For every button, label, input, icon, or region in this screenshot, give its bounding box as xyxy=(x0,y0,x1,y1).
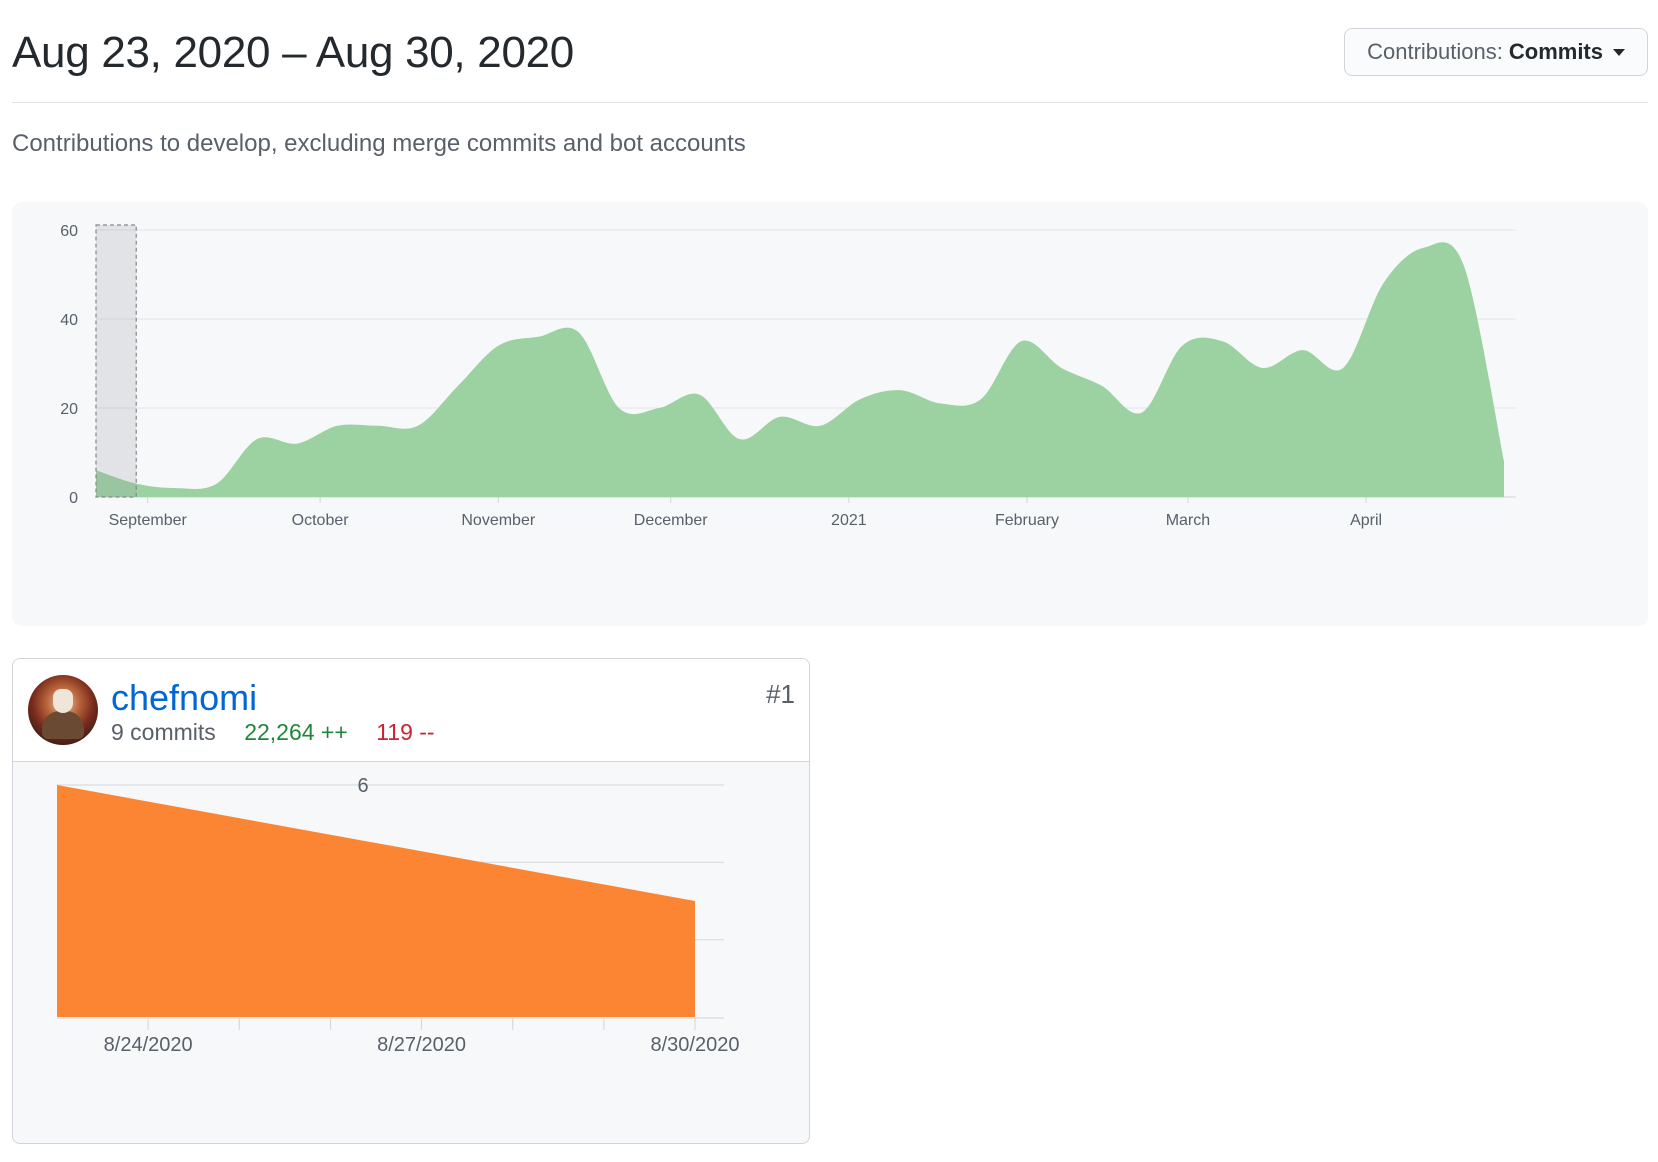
contributions-overview-chart[interactable]: 0 20 40 60 September October November December 2… xyxy=(12,202,1648,626)
contributor-card-header: chefnomi #1 9 commits 22,264 ++ 119 -- xyxy=(13,659,809,762)
contributor-rank: #1 xyxy=(766,679,795,709)
header: Aug 23, 2020 – Aug 30, 2020 Contribution… xyxy=(12,22,1648,103)
x-tick-label: 8/27/2020 xyxy=(377,1034,466,1056)
contributor-name-link[interactable]: chefnomi xyxy=(111,677,258,718)
y-tick-label: 40 xyxy=(60,312,78,329)
x-tick-label: September xyxy=(109,512,188,529)
x-tick-label: April xyxy=(1350,512,1382,529)
overview-chart-svg[interactable]: 0 20 40 60 September October November December 2… xyxy=(12,202,1648,626)
avatar[interactable] xyxy=(28,675,98,745)
deletions-count: 119 -- xyxy=(376,719,435,745)
chart-subtitle: Contributions to develop, excluding merg… xyxy=(12,130,746,157)
x-tick-label: December xyxy=(634,512,708,529)
contributor-chart-svg: 6 8/24/2020 8/27/2020 8/30/2020 xyxy=(57,775,740,1056)
contributions-value: Commits xyxy=(1508,39,1603,64)
avatar-face xyxy=(53,689,73,713)
x-tick-label: March xyxy=(1166,512,1210,529)
contributor-stats: 9 commits 22,264 ++ 119 -- xyxy=(111,719,435,746)
date-range-title: Aug 23, 2020 – Aug 30, 2020 xyxy=(12,28,574,77)
additions-count: 22,264 ++ xyxy=(244,719,348,745)
contributions-label: Contributions: xyxy=(1367,39,1503,64)
contributor-area xyxy=(57,785,695,1017)
x-tick-label: 8/24/2020 xyxy=(104,1034,193,1056)
contributions-type-dropdown[interactable]: Contributions: Commits xyxy=(1344,28,1648,76)
y-tick-label: 60 xyxy=(60,223,78,240)
x-tick-label: 8/30/2020 xyxy=(651,1034,740,1056)
contributor-card: chefnomi #1 9 commits 22,264 ++ 119 -- 6… xyxy=(12,658,810,1144)
commit-count-link[interactable]: 9 commits xyxy=(111,719,216,745)
y-tick-label: 20 xyxy=(60,401,78,418)
x-tick-label: 2021 xyxy=(831,512,867,529)
x-tick-label: October xyxy=(292,512,350,529)
avatar-body xyxy=(42,711,84,739)
y-tick-label: 0 xyxy=(69,490,78,507)
caret-down-icon xyxy=(1613,48,1625,56)
contributions-area xyxy=(96,242,1504,497)
x-tick-label: November xyxy=(461,512,535,529)
x-tick-label: February xyxy=(995,512,1059,529)
selection-brush xyxy=(95,224,137,498)
y-tick-label: 6 xyxy=(357,775,368,797)
